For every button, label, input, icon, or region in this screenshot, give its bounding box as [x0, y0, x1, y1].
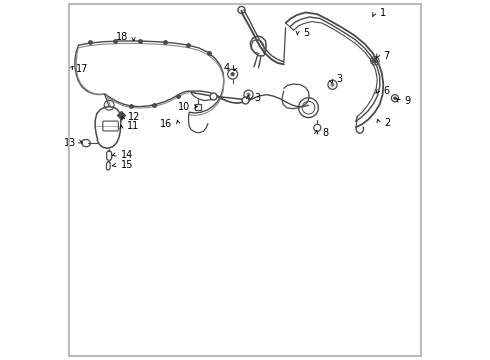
- Text: 4: 4: [223, 63, 229, 73]
- Text: 3: 3: [337, 75, 343, 85]
- Text: 17: 17: [76, 64, 89, 74]
- Text: 5: 5: [303, 27, 310, 37]
- Circle shape: [330, 83, 335, 87]
- Text: 14: 14: [121, 150, 133, 159]
- Text: 16: 16: [160, 119, 172, 129]
- Text: 12: 12: [128, 112, 140, 122]
- Text: 8: 8: [322, 129, 328, 139]
- Text: 2: 2: [384, 118, 391, 128]
- Circle shape: [393, 96, 397, 100]
- Text: 7: 7: [383, 51, 390, 61]
- Text: 3: 3: [254, 93, 260, 103]
- Text: 9: 9: [404, 96, 411, 105]
- Circle shape: [372, 58, 378, 64]
- Text: 6: 6: [383, 86, 390, 96]
- Circle shape: [230, 72, 235, 76]
- Circle shape: [246, 93, 251, 97]
- Text: 18: 18: [116, 32, 128, 42]
- Text: 13: 13: [64, 138, 76, 148]
- Text: 10: 10: [178, 102, 190, 112]
- Text: 15: 15: [121, 160, 133, 170]
- Text: 1: 1: [380, 9, 386, 18]
- Text: 11: 11: [127, 121, 139, 131]
